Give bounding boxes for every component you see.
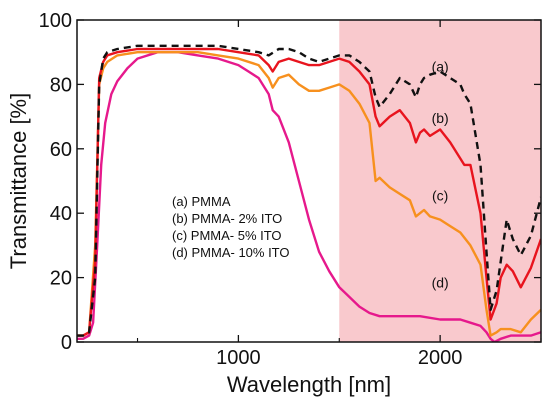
series-line-b [77, 47, 541, 337]
y-tick-label: 40 [50, 203, 72, 225]
y-tick-label: 60 [50, 139, 72, 161]
series-annotation: (b) [432, 110, 449, 126]
legend-entry: (c) PMMA- 5% ITO [172, 228, 282, 243]
ticks-layer: 0 20 40 60 80 100 1000 2000 [39, 10, 542, 369]
series-line-c [77, 51, 541, 337]
y-tick-label: 0 [61, 332, 72, 354]
series-annotation: (a) [432, 59, 449, 75]
legend-entry: (d) PMMA- 10% ITO [172, 245, 290, 260]
y-tick-label: 20 [50, 268, 72, 290]
y-tick-label: 100 [39, 10, 72, 32]
series-annotation: (c) [432, 187, 448, 203]
shaded-region [339, 20, 541, 342]
plot-frame [76, 19, 542, 343]
legend: (a) PMMA (b) PMMA- 2% ITO (c) PMMA- 5% ITO… [172, 194, 290, 260]
series-annotation: (d) [432, 274, 449, 290]
series-line-d [77, 51, 541, 342]
y-tick-label: 80 [50, 74, 72, 96]
x-tick-label: 1000 [216, 347, 261, 369]
legend-entry: (b) PMMA- 2% ITO [172, 211, 282, 226]
legend-entry: (a) PMMA [172, 194, 231, 209]
x-tick-label: 2000 [418, 347, 463, 369]
y-axis-title: Transmittance [%] [6, 93, 31, 269]
x-axis-title: Wavelength [nm] [227, 372, 391, 397]
annotations: (a) (b) (c) (d) [432, 59, 449, 291]
series-line-a [77, 44, 541, 337]
series-layer [77, 44, 541, 342]
